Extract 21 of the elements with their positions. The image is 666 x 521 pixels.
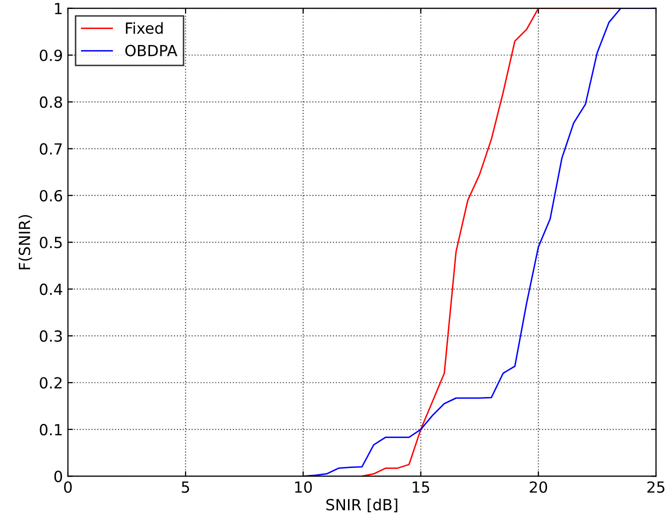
x-tick-label: 10 [295, 481, 312, 493]
y-tick-label: 0.3 [40, 330, 62, 342]
y-tick-label: 0.6 [40, 190, 62, 202]
y-tick-label: 0.8 [40, 96, 62, 108]
x-tick-label: 20 [530, 481, 548, 493]
x-tick-label: 25 [647, 481, 664, 493]
x-tick-label: 5 [182, 482, 190, 493]
x-tick-label: 15 [412, 482, 430, 493]
x-axis-title: SNIR [dB] [326, 498, 398, 512]
y-tick-label: 0.5 [40, 236, 62, 248]
y-axis-title: F(SNIR) [18, 215, 32, 270]
legend-label: Fixed [126, 22, 163, 34]
y-tick-label: 0.7 [40, 143, 62, 155]
y-tick-label: 1 [55, 3, 62, 14]
legend-label: OBDPA [125, 44, 178, 56]
y-tick-label: 0.9 [40, 50, 62, 62]
y-tick-label: 0.2 [40, 377, 62, 389]
x-tick-label: 0 [64, 481, 72, 493]
y-tick-label: 0 [54, 470, 62, 482]
y-tick-label: 0.4 [40, 284, 62, 296]
y-tick-label: 0.1 [40, 424, 62, 436]
